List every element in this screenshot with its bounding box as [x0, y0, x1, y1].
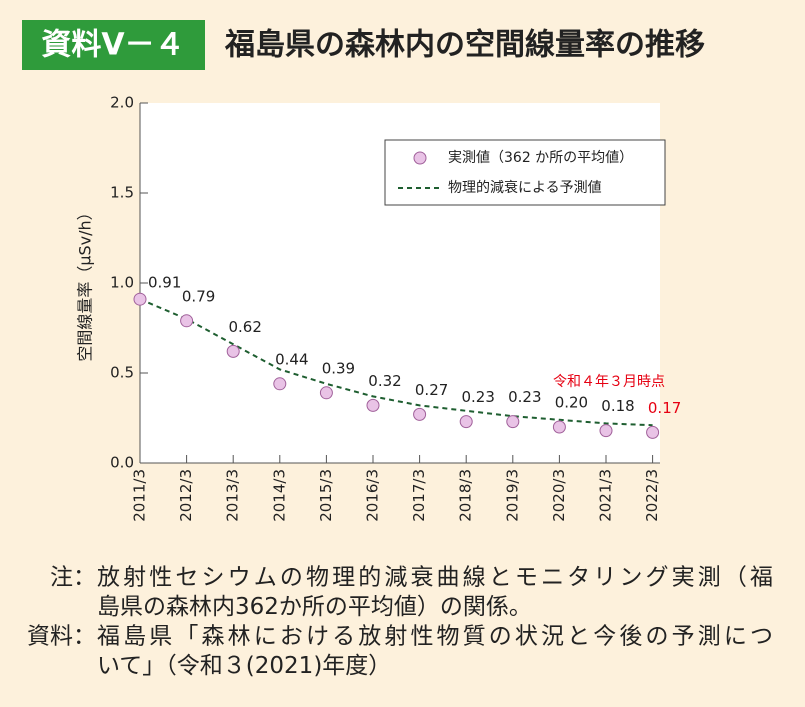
prediction-line — [139, 298, 653, 427]
data-label: 0.91 — [148, 274, 181, 292]
legend-box — [384, 139, 666, 206]
note-line: 島県の森林内362か所の平均値）の関係。 — [97, 594, 532, 620]
note-line: 放射性セシウムの物理的減衰曲線とモニタリング実測（福 — [97, 565, 773, 591]
data-label: 0.20 — [555, 394, 588, 412]
data-label: 0.17 — [648, 399, 681, 417]
y-tick-label: 2.0 — [110, 94, 134, 112]
data-label: 0.32 — [368, 372, 401, 390]
x-tick-label: 2017/3 — [410, 469, 428, 522]
y-tick-label: 1.5 — [110, 184, 134, 202]
title: 福島県の森林内の空間線量率の推移 — [224, 28, 705, 63]
x-tick-label: 2020/3 — [550, 469, 568, 522]
data-label: 0.18 — [601, 397, 634, 415]
data-point — [366, 398, 380, 412]
x-tick-label: 2014/3 — [270, 469, 288, 522]
legend-label: 実測値（362 か所の平均値） — [448, 150, 633, 166]
x-tick-label: 2022/3 — [643, 469, 661, 522]
y-axis-label: 空間線量率（μSv/h） — [76, 204, 95, 361]
data-point — [180, 314, 194, 328]
note-line: 福島県「森林における放射性物質の状況と今後の予測につ — [97, 624, 773, 650]
data-point — [459, 415, 473, 429]
data-label: 0.23 — [508, 388, 541, 406]
data-point — [646, 425, 660, 439]
data-label: 0.39 — [322, 359, 355, 377]
legend-label: 物理的減衰による予測値 — [448, 179, 602, 196]
data-point — [273, 377, 287, 391]
data-point — [599, 424, 613, 438]
data-point — [552, 420, 566, 434]
legend-marker — [413, 151, 427, 165]
y-tick-label: 0.5 — [110, 364, 134, 382]
x-tick-label: 2016/3 — [364, 469, 382, 522]
data-point — [226, 344, 240, 358]
notes: 注： 放射性セシウムの物理的減衰曲線とモニタリング実測（福島県の森林内362か所の… — [27, 565, 773, 680]
data-label: 0.27 — [415, 381, 448, 399]
data-label: 0.23 — [461, 388, 494, 406]
data-point — [319, 386, 333, 400]
data-point — [506, 415, 520, 429]
x-tick-label: 2015/3 — [317, 469, 335, 522]
y-tick-label: 1.0 — [110, 274, 134, 292]
badge-box — [22, 20, 205, 70]
note-line: いて」（令和３(2021)年度） — [97, 653, 391, 679]
badge: 資料Ⅴ－４ — [41, 28, 184, 63]
note-label: 資料： — [27, 624, 96, 650]
data-label: 0.79 — [182, 287, 215, 305]
note-label: 注： — [50, 565, 96, 591]
x-tick-label: 2011/3 — [131, 469, 149, 522]
x-tick-label: 2012/3 — [177, 469, 195, 522]
x-tick-label: 2013/3 — [224, 469, 242, 522]
data-point — [133, 292, 147, 306]
x-tick-label: 2018/3 — [457, 469, 475, 522]
data-label: 0.44 — [275, 350, 308, 368]
data-label: 0.62 — [228, 318, 261, 336]
annotation: 令和４年３月時点 — [553, 374, 665, 390]
x-tick-label: 2019/3 — [503, 469, 521, 522]
x-tick-label: 2021/3 — [597, 469, 615, 522]
y-tick-label: 0.0 — [110, 454, 134, 472]
data-point — [413, 407, 427, 421]
